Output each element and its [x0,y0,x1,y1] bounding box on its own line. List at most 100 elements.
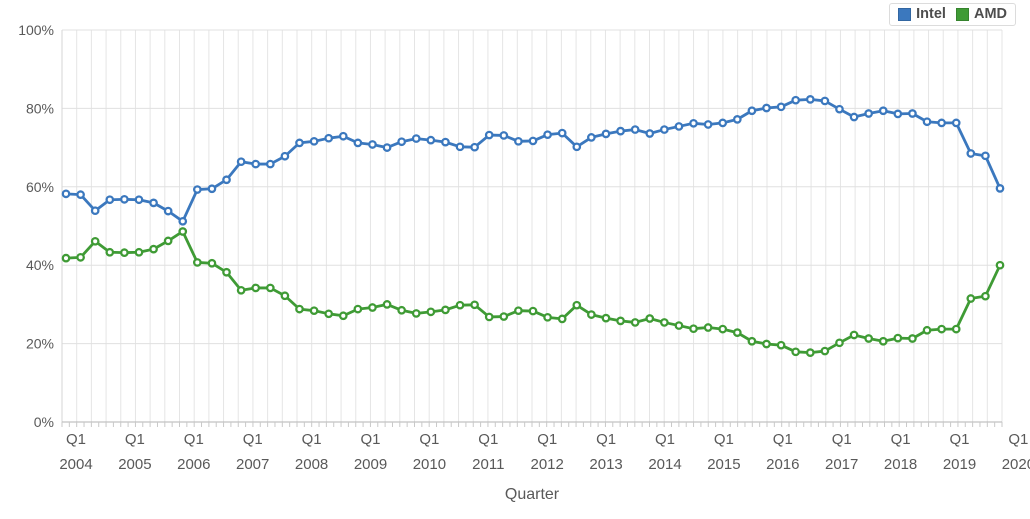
x-axis-tick-label-quarter: Q1 [419,431,439,448]
amd-marker [470,300,479,310]
x-axis-tick-label-year: 2012 [531,456,564,473]
amd-marker [703,323,713,332]
intel-marker [659,125,669,134]
legend-label-intel: Intel [916,6,946,22]
amd-marker [791,347,801,357]
amd-marker [674,321,684,330]
amd-marker [893,333,903,343]
amd-marker [149,244,158,254]
legend-item-intel[interactable]: Intel [898,7,946,22]
intel-marker [265,159,275,169]
amd-marker [207,258,217,268]
intel-marker [90,206,100,216]
amd-marker [587,310,596,319]
x-axis-tick-label-year: 2010 [413,456,446,473]
intel-line [64,97,1002,223]
amd-marker [630,318,640,327]
amd-marker [805,348,815,357]
amd-marker [295,304,304,314]
amd-marker [441,305,450,315]
intel-marker [149,198,158,208]
amd-marker [236,285,246,295]
amd-marker [411,309,421,318]
x-axis-tick-label-quarter: Q1 [360,431,380,448]
amd-marker [353,304,363,314]
amd-marker [951,324,961,334]
intel-marker [397,137,407,147]
amd-marker [338,311,348,321]
intel-marker [382,143,392,152]
amd-marker [995,260,1005,270]
amd-marker [163,236,173,246]
intel-series-swatch [898,7,912,21]
intel-marker [893,109,903,119]
intel-marker [178,216,188,226]
x-axis-tick-label-year: 2014 [648,456,681,473]
x-axis-tick-label-quarter: Q1 [537,431,557,448]
amd-marker [120,248,129,258]
x-axis-tick-label-quarter: Q1 [243,431,263,448]
x-axis-tick-label-year: 2004 [59,456,92,473]
amd-marker [514,306,523,316]
intel-marker [572,142,582,152]
intel-marker [557,128,567,138]
intel-marker [951,118,961,128]
intel-marker [411,134,421,143]
intel-marker [674,122,684,131]
x-axis-tick-label-year: 2013 [589,456,622,473]
amd-marker [732,328,742,337]
x-axis-tick-label-year: 2011 [472,456,504,473]
amd-marker [528,306,538,316]
intel-marker [295,138,304,148]
intel-marker [251,159,261,169]
amd-marker [178,227,188,236]
intel-marker [718,118,728,128]
intel-marker [470,142,479,152]
intel-marker [849,112,859,122]
amd-marker [61,253,71,263]
amd-marker [645,314,655,323]
x-axis-tick-label-quarter: Q1 [66,431,86,448]
amd-marker [776,340,786,350]
intel-marker [776,102,786,112]
legend: Intel AMD [889,3,1016,26]
x-axis-tick-label-quarter: Q1 [832,431,852,448]
intel-marker [922,117,932,127]
intel-marker [353,138,363,148]
x-axis-tick-label-year: 2020 [1002,456,1030,473]
amd-marker [864,334,874,343]
amd-marker [557,314,567,324]
x-axis-title: Quarter [504,486,560,503]
x-axis-tick-label-year: 2005 [118,456,151,473]
y-axis-tick-label: 0% [34,414,54,430]
intel-marker [689,118,698,128]
intel-marker [426,135,436,145]
intel-marker [543,130,552,140]
amd-marker [659,318,669,327]
amd-line [64,230,1002,355]
amd-marker [981,291,990,301]
amd-marker [543,312,552,322]
intel-marker [703,120,713,129]
x-axis-tick-label-year: 2015 [707,456,740,473]
y-axis-tick-label: 100% [18,22,54,38]
amd-marker [455,300,465,310]
intel-marker [134,195,144,205]
intel-marker [762,103,771,113]
amd-marker [762,339,771,349]
x-axis-tick-label-quarter: Q1 [714,431,734,448]
intel-marker [966,149,976,158]
x-axis-tick-label-quarter: Q1 [125,431,145,448]
intel-marker [105,195,115,205]
amd-marker [966,294,976,303]
intel-marker [820,96,830,106]
intel-marker [222,175,231,185]
x-axis-tick-label-quarter: Q1 [302,431,322,448]
amd-marker [265,283,275,293]
amd-marker [499,312,509,321]
amd-marker [689,324,698,334]
x-axis-tick-label-year: 2016 [766,456,799,473]
legend-item-amd[interactable]: AMD [955,7,1007,22]
x-axis-tick-label-year: 2018 [884,456,917,473]
amd-marker [134,247,144,257]
